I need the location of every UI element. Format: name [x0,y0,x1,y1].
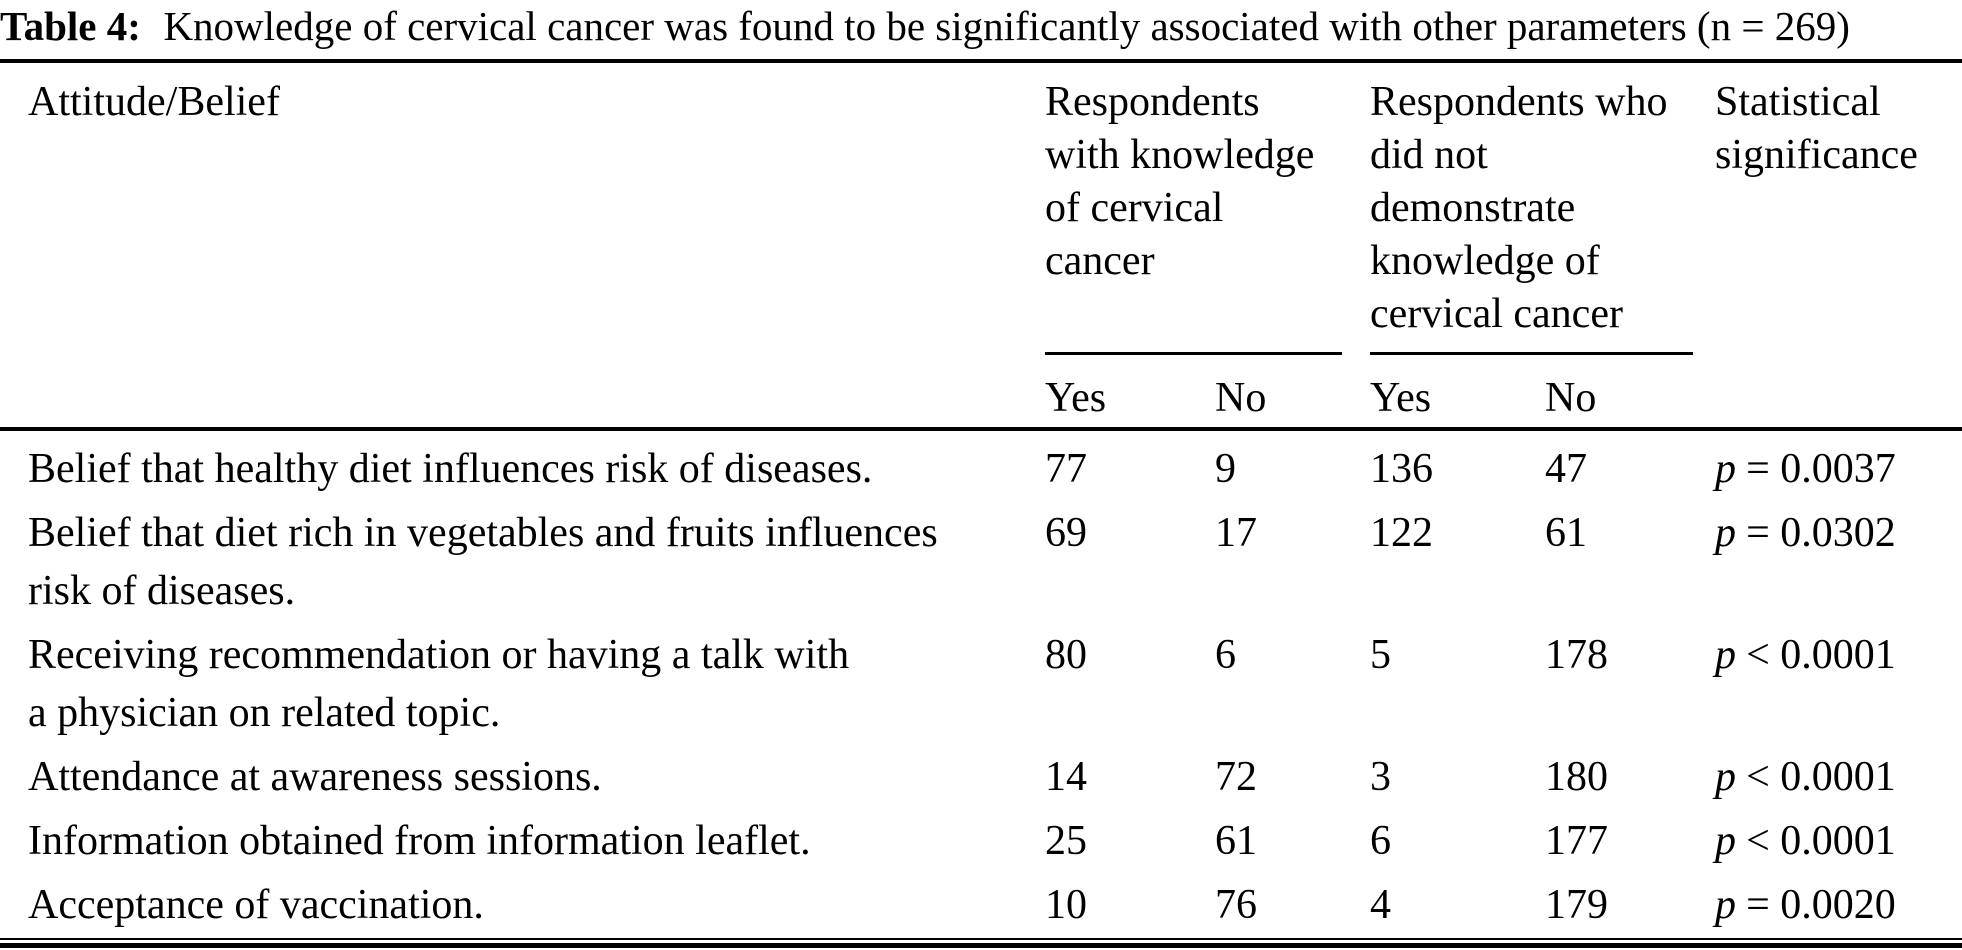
cell-no-knowledge-no: 47 [1545,446,1587,492]
cell-knowledge-no: 72 [1215,754,1257,800]
table-row: Belief that diet rich in vegetables and … [0,501,1962,623]
table-row: Receiving recommendation or having a tal… [0,623,1962,745]
cell-p-value: p = 0.0020 [1715,882,1896,928]
header-group-no-knowledge: Respondents who did not demonstrate know… [1370,63,1715,355]
cell-no-knowledge-no: 61 [1545,510,1587,556]
subheader-spacer [1715,384,1962,398]
cell-no-knowledge-no: 179 [1545,882,1608,928]
p-symbol: p [1715,446,1736,492]
header-statistical-significance: Statistical significance [1715,79,1918,178]
row-label: Attendance at awareness sessions. [28,754,602,800]
cell-p-value: p = 0.0302 [1715,510,1896,556]
row-label: Belief that diet rich in vegetables and … [28,510,938,614]
cell-no-knowledge-yes: 5 [1370,632,1391,678]
cell-p-value: p < 0.0001 [1715,754,1896,800]
p-symbol: p [1715,632,1736,678]
header-attitude-belief: Attitude/Belief [28,79,280,125]
table-row: Information obtained from information le… [0,809,1962,873]
cell-knowledge-no: 76 [1215,882,1257,928]
cell-no-knowledge-no: 177 [1545,818,1608,864]
cell-knowledge-yes: 14 [1045,754,1087,800]
cell-knowledge-yes: 69 [1045,510,1087,556]
table-row: Belief that healthy diet influences risk… [0,431,1962,501]
p-symbol: p [1715,818,1736,864]
table-bottom-double-rule [0,938,1962,948]
table-caption: Table 4: Knowledge of cervical cancer was… [0,0,1962,59]
cell-knowledge-no: 6 [1215,632,1236,678]
p-symbol: p [1715,510,1736,556]
group-no-knowledge-underline [1370,352,1693,355]
table-header: Attitude/Belief Respondents with knowled… [0,63,1962,355]
cell-knowledge-no: 61 [1215,818,1257,864]
table-row: Attendance at awareness sessions. 14 72 … [0,745,1962,809]
row-label: Belief that healthy diet influences risk… [28,446,873,492]
group-knowledge-underline [1045,352,1342,355]
cell-no-knowledge-yes: 136 [1370,446,1433,492]
cell-knowledge-no: 17 [1215,510,1257,556]
cell-p-value: p < 0.0001 [1715,818,1896,864]
row-label: Information obtained from information le… [28,818,811,864]
subheader-spacer [0,384,1045,398]
table-caption-text: Knowledge of cervical cancer was found t… [163,3,1850,49]
table-subheader: Yes No Yes No [0,355,1962,431]
table-caption-label: Table 4: [0,3,141,49]
subheader-knowledge-yes: Yes [1045,375,1107,421]
table-row: Acceptance of vaccination. 10 76 4 179 p… [0,873,1962,937]
header-group-knowledge: Respondents with knowledge of cervical c… [1045,63,1370,355]
cell-p-value: p = 0.0037 [1715,446,1896,492]
cell-knowledge-yes: 80 [1045,632,1087,678]
cell-no-knowledge-yes: 4 [1370,882,1391,928]
cell-no-knowledge-yes: 6 [1370,818,1391,864]
cell-p-value: p < 0.0001 [1715,632,1896,678]
cell-no-knowledge-no: 180 [1545,754,1608,800]
cell-knowledge-yes: 10 [1045,882,1087,928]
subheader-no-knowledge-yes: Yes [1370,375,1432,421]
cell-no-knowledge-yes: 122 [1370,510,1433,556]
cell-knowledge-yes: 25 [1045,818,1087,864]
row-label: Receiving recommendation or having a tal… [28,632,850,736]
subheader-no-knowledge-no: No [1545,375,1597,421]
table-body: Belief that healthy diet influences risk… [0,431,1962,937]
row-label: Acceptance of vaccination. [28,882,484,928]
cell-no-knowledge-yes: 3 [1370,754,1391,800]
cell-knowledge-yes: 77 [1045,446,1087,492]
table-top-rule [0,59,1962,63]
p-symbol: p [1715,882,1736,928]
subheader-knowledge-no: No [1215,375,1267,421]
cell-no-knowledge-no: 178 [1545,632,1608,678]
p-symbol: p [1715,754,1736,800]
cell-knowledge-no: 9 [1215,446,1236,492]
